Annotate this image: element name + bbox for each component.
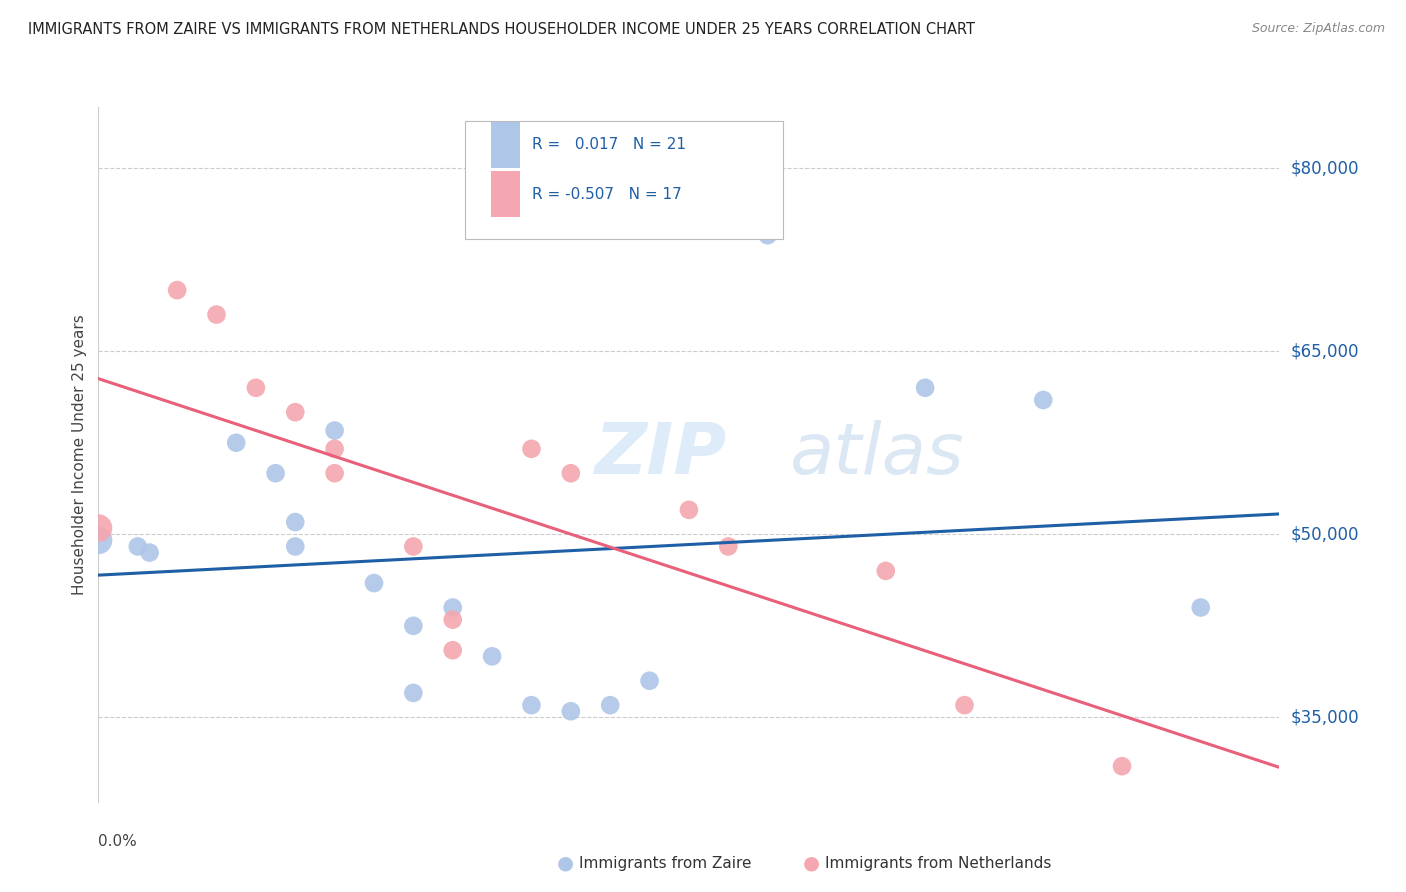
Point [127,540,149,554]
Text: 0.0%: 0.0% [98,834,138,849]
Point [560,467,582,481]
Text: ●: ● [803,854,820,873]
Text: IMMIGRANTS FROM ZAIRE VS IMMIGRANTS FROM NETHERLANDS HOUSEHOLDER INCOME UNDER 25: IMMIGRANTS FROM ZAIRE VS IMMIGRANTS FROM… [28,22,976,37]
Point [1111,759,1133,773]
Point [323,442,346,456]
Text: $35,000: $35,000 [1291,708,1360,726]
Point [756,228,779,243]
Point [138,545,160,559]
Point [441,643,464,657]
Text: ZIP: ZIP [595,420,727,490]
Bar [491,171,520,217]
Text: R = -0.507   N = 17: R = -0.507 N = 17 [531,186,682,202]
Point [1032,392,1054,407]
Text: atlas: atlas [789,420,965,490]
Point [402,619,425,633]
Point [284,540,307,554]
Point [953,698,976,713]
Point [441,600,464,615]
Point [284,405,307,419]
Point [678,503,700,517]
Text: Source: ZipAtlas.com: Source: ZipAtlas.com [1251,22,1385,36]
Point [717,540,740,554]
Point [363,576,385,591]
Text: Immigrants from Zaire: Immigrants from Zaire [579,856,752,871]
Point [225,435,247,450]
Point [520,442,543,456]
Point [245,381,267,395]
Point [323,467,346,481]
Y-axis label: Householder Income Under 25 years: Householder Income Under 25 years [72,315,87,595]
Point [875,564,897,578]
Text: R =   0.017   N = 21: R = 0.017 N = 21 [531,137,686,153]
Point [481,649,503,664]
Point [599,698,621,713]
FancyBboxPatch shape [464,121,783,239]
Point [402,686,425,700]
Point [87,521,110,535]
Text: ●: ● [557,854,574,873]
Text: Immigrants from Netherlands: Immigrants from Netherlands [825,856,1052,871]
Text: $65,000: $65,000 [1291,343,1360,360]
Text: $80,000: $80,000 [1291,159,1360,178]
Point [205,308,228,322]
Point [284,515,307,529]
Point [87,533,110,548]
Point [323,424,346,438]
Point [402,540,425,554]
Point [166,283,188,297]
Bar [491,122,520,168]
Point [560,704,582,718]
Text: $50,000: $50,000 [1291,525,1360,543]
Point [520,698,543,713]
Point [1189,600,1212,615]
Point [264,467,287,481]
Point [914,381,936,395]
Point [638,673,661,688]
Point [441,613,464,627]
